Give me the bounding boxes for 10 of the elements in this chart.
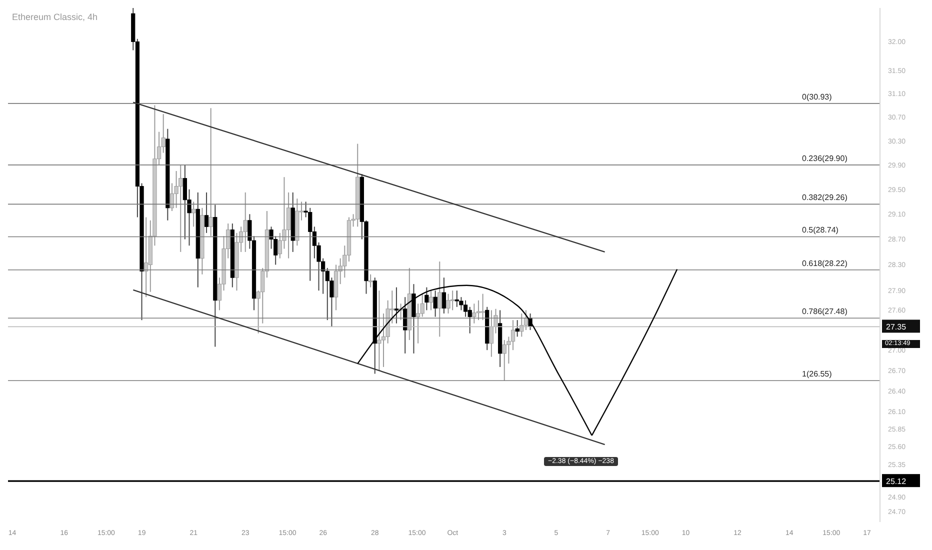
ref-line-label: 27.35: [886, 322, 907, 332]
chart-title: Ethereum Classic, 4h: [12, 12, 98, 22]
ref-line-label: 1(26.55): [802, 370, 832, 379]
ref-line-label: 0.618(28.22): [802, 258, 848, 268]
ref-line-label: 0.382(29.26): [802, 193, 848, 202]
ref-line-label: 0.786(27.48): [802, 307, 848, 316]
ref-line-label: 0.236(29.90): [802, 154, 848, 163]
ref-line-label: 0.5(28.74): [802, 226, 839, 235]
ref-line-label: 0(30.93): [802, 92, 832, 102]
ref-line-label: 25.12: [886, 477, 907, 486]
